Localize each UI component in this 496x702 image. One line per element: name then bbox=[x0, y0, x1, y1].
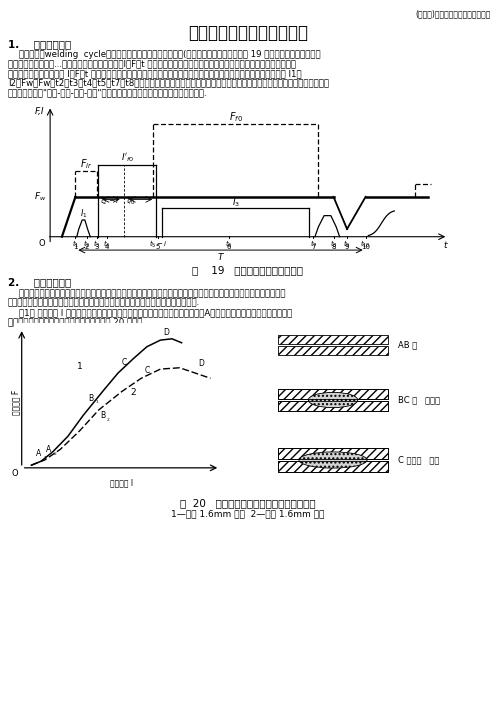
Text: $_{2}$: $_{2}$ bbox=[53, 451, 57, 458]
Text: $F_{f0}$: $F_{f0}$ bbox=[229, 110, 243, 124]
Bar bbox=[278, 448, 388, 459]
Text: O: O bbox=[11, 469, 18, 478]
Text: $t_5-i$: $t_5-i$ bbox=[149, 239, 167, 251]
Text: C: C bbox=[121, 358, 126, 367]
Bar bbox=[278, 335, 388, 344]
Text: I2、Fw、Fw、t2、t3、t4、t5、t7、t8均为零时，就得到由四个程序段组成的基本点焊焊接循环，该循环是目前应用最广的点: I2、Fw、Fw、t2、t3、t4、t5、t7、t8均为零时，就得到由四个程序段… bbox=[8, 79, 329, 88]
Text: BC 段   板端面: BC 段 板端面 bbox=[398, 395, 440, 404]
Text: $I'_{f0}$: $I'_{f0}$ bbox=[121, 152, 134, 164]
Text: (完整版)点焊焊接参数及其相互关系: (完整版)点焊焊接参数及其相互关系 bbox=[416, 9, 491, 18]
Text: 7: 7 bbox=[311, 244, 315, 251]
Text: 6: 6 bbox=[227, 244, 231, 251]
Text: $t_7$: $t_7$ bbox=[310, 239, 317, 251]
Text: 3: 3 bbox=[94, 244, 99, 251]
Text: 1: 1 bbox=[73, 244, 78, 251]
Text: $_{1}$: $_{1}$ bbox=[43, 455, 47, 463]
Text: 点焊焊接参数及其相互关系: 点焊焊接参数及其相互关系 bbox=[188, 24, 308, 42]
Text: C 点以后   喷溅: C 点以后 喷溅 bbox=[398, 456, 439, 465]
Text: 2: 2 bbox=[84, 244, 89, 251]
Text: $t_2$: $t_2$ bbox=[83, 239, 90, 251]
Text: D: D bbox=[163, 328, 169, 337]
Text: t: t bbox=[443, 241, 446, 251]
Text: 焊接循环（welding  cycle），在电阻焊中是指完成一个焊点(缝）所包括的全部程序。图 19 是一个较完整的复杂点焊: 焊接循环（welding cycle），在电阻焊中是指完成一个焊点(缝）所包括的… bbox=[8, 50, 320, 59]
Bar bbox=[278, 401, 388, 411]
Text: B: B bbox=[88, 394, 94, 403]
Text: 8: 8 bbox=[331, 244, 336, 251]
Text: 曲线），工频交流点焊在点焊中应用最为广泛且主要采用电极压力不变的单脉冲点焊.: 曲线），工频交流点焊在点焊中应用最为广泛且主要采用电极压力不变的单脉冲点焊. bbox=[8, 298, 200, 307]
Text: $I_3$: $I_3$ bbox=[232, 197, 240, 208]
Bar bbox=[278, 448, 388, 459]
Text: （1） 焊接电流 I 焊接时流经焊接回路的电流称为焊接电流，一般在数万安培（A）以内。焊接电流是最主要的点焊参: （1） 焊接电流 I 焊接时流经焊接回路的电流称为焊接电流，一般在数万安培（A）… bbox=[8, 308, 292, 317]
Text: $t_{10}$: $t_{10}$ bbox=[360, 239, 371, 251]
Text: $t_{f0}$: $t_{f0}$ bbox=[126, 194, 136, 207]
Text: 1.    点焊焊接循环: 1. 点焊焊接循环 bbox=[8, 39, 71, 49]
Text: 图  20   接头拉剪载荷与焊接电流的一般关系: 图 20 接头拉剪载荷与焊接电流的一般关系 bbox=[180, 498, 316, 508]
Bar bbox=[278, 401, 388, 411]
Text: $t_4$: $t_4$ bbox=[103, 239, 111, 251]
Text: 1—板厚 1.6mm 以上  2—板厚 1.6mm 以下: 1—板厚 1.6mm 以上 2—板厚 1.6mm 以下 bbox=[171, 509, 325, 518]
Text: $t_8$: $t_8$ bbox=[330, 239, 337, 251]
Text: 料的点焊工艺要求。当将 I、F、t 中某些参数设为零时，该焊接循环将会被简化以适应某些特定材料的点焊要求。当其中 I1、: 料的点焊工艺要求。当将 I、F、t 中某些参数设为零时，该焊接循环将会被简化以适… bbox=[8, 69, 302, 78]
Text: F,I: F,I bbox=[35, 107, 44, 116]
Text: 9: 9 bbox=[345, 244, 349, 251]
Text: T: T bbox=[218, 253, 223, 263]
Text: $t_1$: $t_1$ bbox=[72, 239, 79, 251]
Text: $I_1$: $I_1$ bbox=[80, 208, 87, 220]
Text: 2: 2 bbox=[130, 388, 136, 397]
Text: 4: 4 bbox=[105, 244, 109, 251]
Ellipse shape bbox=[308, 392, 358, 408]
Text: A: A bbox=[36, 449, 42, 458]
Bar bbox=[278, 461, 388, 472]
Text: 数。调节焊接电流对接头力学性能的影响如图 20 所示。: 数。调节焊接电流对接头力学性能的影响如图 20 所示。 bbox=[8, 317, 142, 326]
Text: A: A bbox=[46, 445, 51, 454]
Bar bbox=[278, 389, 388, 399]
Ellipse shape bbox=[299, 452, 367, 468]
Text: 2.    点焊焊接参数: 2. 点焊焊接参数 bbox=[8, 277, 71, 287]
Text: $_{2}$: $_{2}$ bbox=[107, 416, 111, 423]
Text: 焊接循环，由加压、...、休止等十个程序段组成。I、F、t 中各参数均可独立调节，它可满足常用（含焊接性较差的）金属材: 焊接循环，由加压、...、休止等十个程序段组成。I、F、t 中各参数均可独立调节… bbox=[8, 60, 296, 69]
Text: $t_3$: $t_3$ bbox=[93, 239, 100, 251]
Text: C: C bbox=[144, 366, 150, 375]
Text: $F_{ir}$: $F_{ir}$ bbox=[80, 157, 92, 171]
Bar bbox=[278, 346, 388, 355]
Text: 点焊焊接参数的选择，主要取决于金属材料的性质、板厚、结构形式及所用设备的特点（能提供的焊接电流波形和压力: 点焊焊接参数的选择，主要取决于金属材料的性质、板厚、结构形式及所用设备的特点（能… bbox=[8, 289, 286, 298]
Text: AB 段: AB 段 bbox=[398, 340, 417, 350]
Text: O: O bbox=[38, 239, 45, 248]
Text: 拉剪载荷 F: 拉剪载荷 F bbox=[11, 390, 20, 415]
Text: 焊接电流 I: 焊接电流 I bbox=[110, 478, 133, 487]
Text: 10: 10 bbox=[361, 244, 370, 251]
Text: 焊循环，即所谓"加压-焊接-维持-休止"的四程序段点焊成电极压力不变的单脉冲点焊.: 焊循环，即所谓"加压-焊接-维持-休止"的四程序段点焊成电极压力不变的单脉冲点焊… bbox=[8, 88, 208, 97]
Text: $t_{2}-i$: $t_{2}-i$ bbox=[100, 194, 120, 207]
Text: $F_w$: $F_w$ bbox=[34, 191, 46, 203]
Text: 5: 5 bbox=[156, 244, 160, 251]
Text: D: D bbox=[198, 359, 204, 369]
Text: 1: 1 bbox=[76, 362, 82, 371]
Text: $t_9$: $t_9$ bbox=[343, 239, 351, 251]
Text: B: B bbox=[100, 411, 105, 420]
Bar bbox=[278, 461, 388, 472]
Text: 图    19   复杂点焊焊接循环示意图: 图 19 复杂点焊焊接循环示意图 bbox=[192, 265, 304, 275]
Text: $_{1}$: $_{1}$ bbox=[95, 399, 99, 406]
Text: $t_6$: $t_6$ bbox=[225, 239, 233, 251]
Bar bbox=[278, 389, 388, 399]
